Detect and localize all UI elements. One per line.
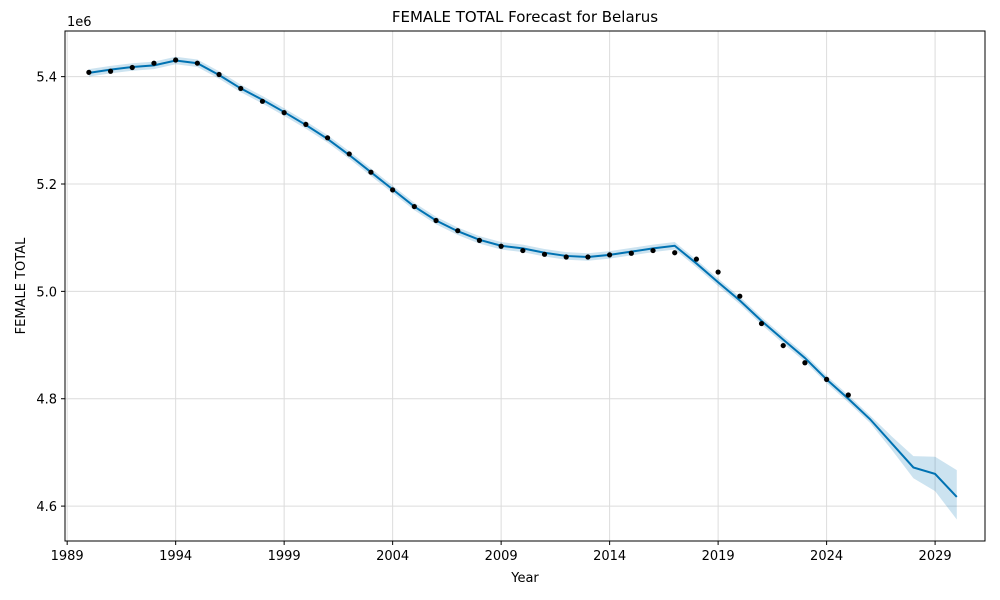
actual-point	[758, 320, 765, 327]
y-tick-label: 4.6	[36, 500, 57, 515]
actual-point	[324, 135, 331, 141]
actual-point	[693, 256, 700, 262]
x-axis-label: Year	[510, 571, 539, 586]
x-tick-label: 2014	[593, 549, 626, 564]
actual-point	[628, 250, 634, 256]
actual-point	[563, 254, 569, 260]
actual-point	[780, 342, 786, 349]
actual-point	[86, 69, 92, 75]
actual-point	[845, 392, 851, 398]
x-tick-label: 1999	[268, 549, 301, 564]
x-tick-label: 2019	[702, 549, 735, 564]
y-tick-label: 4.8	[36, 393, 57, 408]
actual-point	[520, 247, 526, 254]
y-axis-label: FEMALE TOTAL	[14, 237, 29, 334]
actual-point	[541, 251, 548, 257]
actual-point	[259, 98, 266, 104]
actual-point	[390, 187, 396, 193]
x-tick-label: 2029	[919, 549, 952, 564]
actual-point	[824, 376, 830, 383]
actual-point	[216, 71, 222, 78]
actual-point	[173, 57, 179, 63]
actual-point	[151, 60, 157, 66]
actual-point	[476, 237, 483, 243]
x-tick-label: 2004	[376, 549, 409, 564]
actual-point	[107, 68, 114, 74]
actual-point	[281, 110, 287, 116]
actual-point	[411, 203, 417, 210]
actual-point	[455, 228, 461, 234]
y-tick-label: 5.0	[36, 285, 57, 300]
y-tick-label: 5.4	[36, 71, 57, 86]
actual-point	[585, 254, 591, 260]
actual-point	[129, 64, 135, 71]
x-axis-ticks: 1989 1994 1999 2004 2009 2014 2019 2024 2029	[51, 541, 952, 564]
chart-title: FEMALE TOTAL Forecast for Belarus	[392, 8, 658, 26]
actual-point	[303, 121, 309, 128]
actual-point	[650, 247, 656, 254]
actual-point	[802, 360, 808, 366]
grid-lines	[65, 31, 985, 541]
actual-point	[607, 252, 613, 258]
y-tick-label: 5.2	[36, 178, 57, 193]
actual-point	[672, 250, 678, 256]
x-tick-label: 2024	[810, 549, 843, 564]
actual-point	[368, 169, 374, 175]
actual-point	[715, 269, 721, 275]
y-axis-ticks: 4.6 4.8 5.0 5.2 5.4	[36, 71, 65, 515]
actual-point	[346, 151, 352, 157]
actual-point	[433, 217, 439, 224]
actual-point	[498, 243, 504, 249]
actual-point	[194, 60, 200, 66]
x-tick-label: 1989	[51, 549, 84, 564]
actual-point	[238, 85, 244, 92]
x-tick-label: 1994	[159, 549, 192, 564]
actual-points	[86, 57, 851, 398]
x-tick-label: 2009	[485, 549, 518, 564]
plot-frame	[64, 30, 986, 542]
y-offset-label: 1e6	[67, 15, 92, 30]
actual-point	[737, 293, 743, 299]
